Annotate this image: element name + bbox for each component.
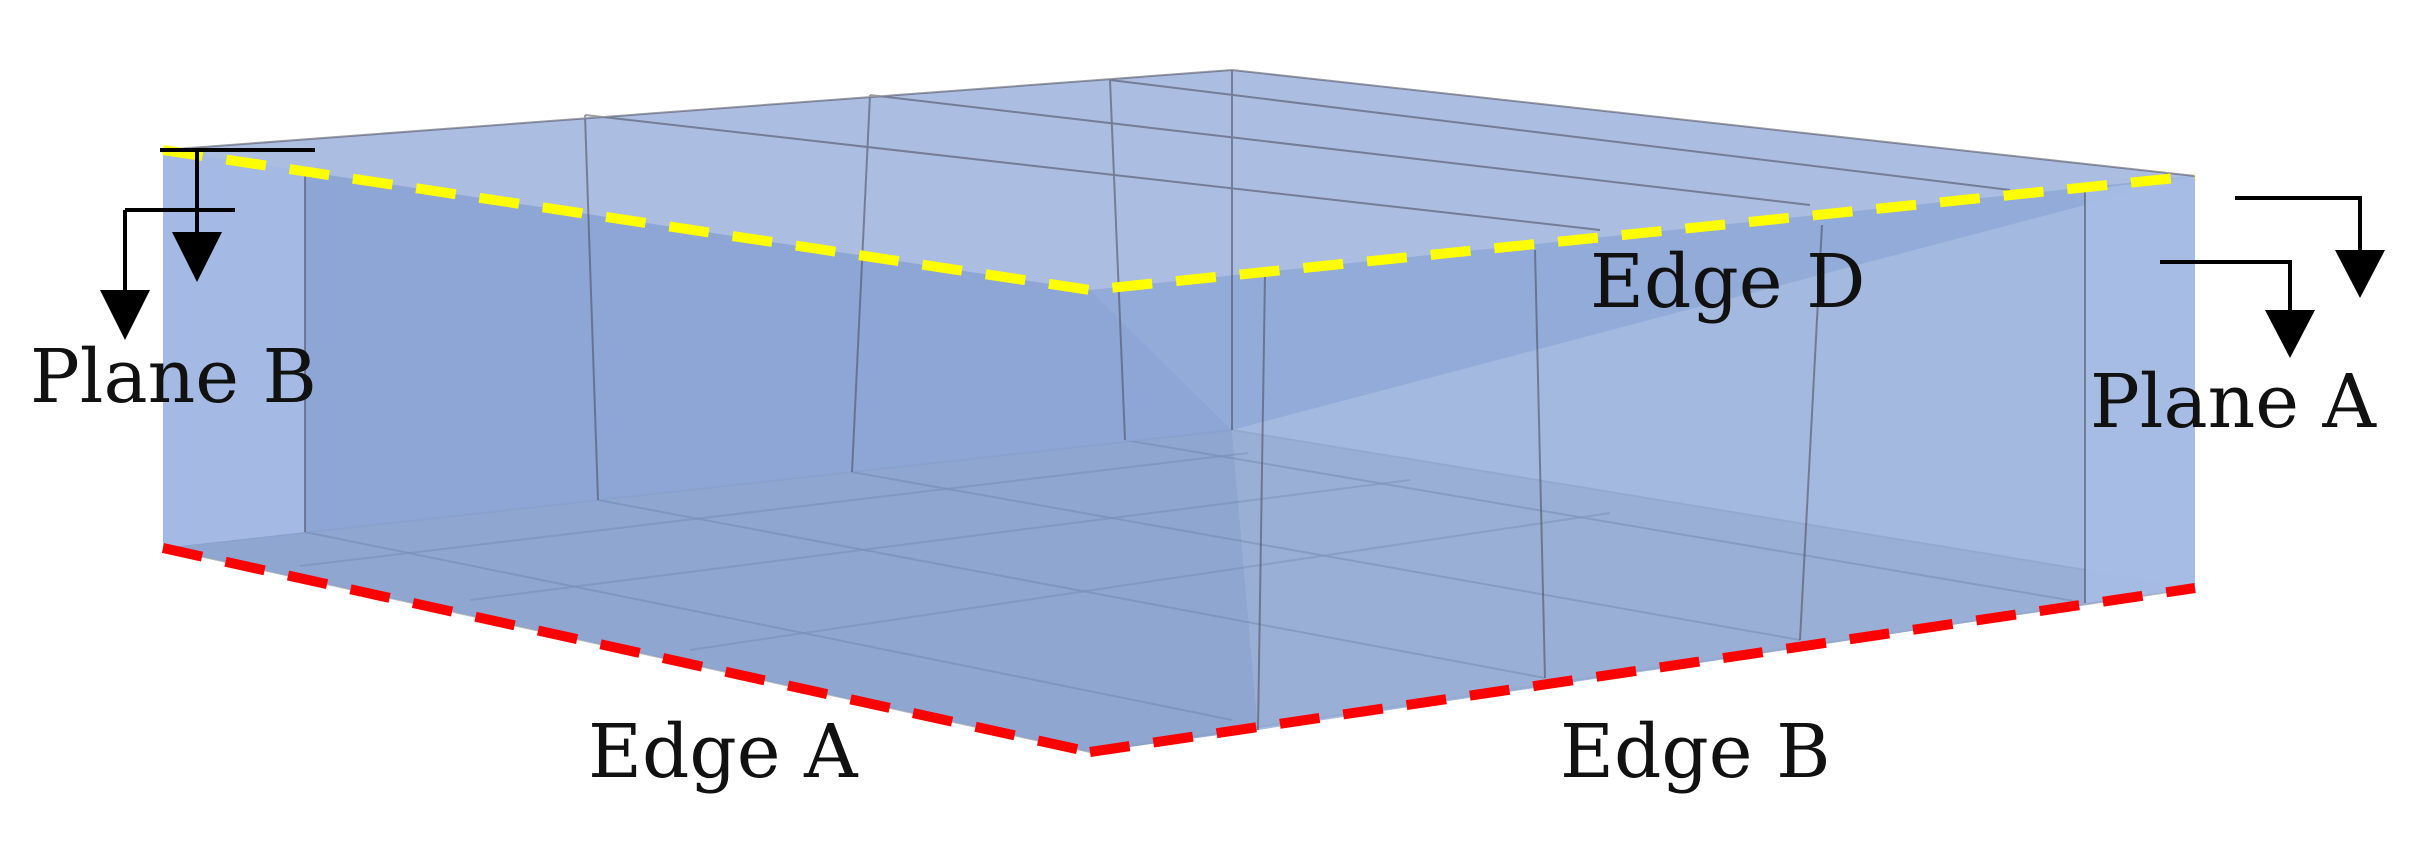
wall-right <box>1090 176 2195 730</box>
plane-b-arrowheads <box>100 232 222 340</box>
plane-a-arrowheads <box>2265 250 2385 358</box>
edge-d-label: Edge D <box>1590 239 1866 325</box>
plane-b-label: Plane B <box>30 334 317 420</box>
plane-a-section-arrow <box>2160 196 2362 318</box>
edge-b-label: Edge B <box>1560 709 1831 795</box>
edge-a-dashed-line <box>161 543 1092 757</box>
edge-d-dashed-line <box>162 145 2196 296</box>
edge-b-dashed-line <box>1089 583 2196 757</box>
edge-a-label: Edge A <box>588 709 858 795</box>
wall-end-right <box>2085 176 2195 603</box>
wall-grid-lines <box>162 69 2196 731</box>
plane-a-label: Plane A <box>2090 359 2376 445</box>
